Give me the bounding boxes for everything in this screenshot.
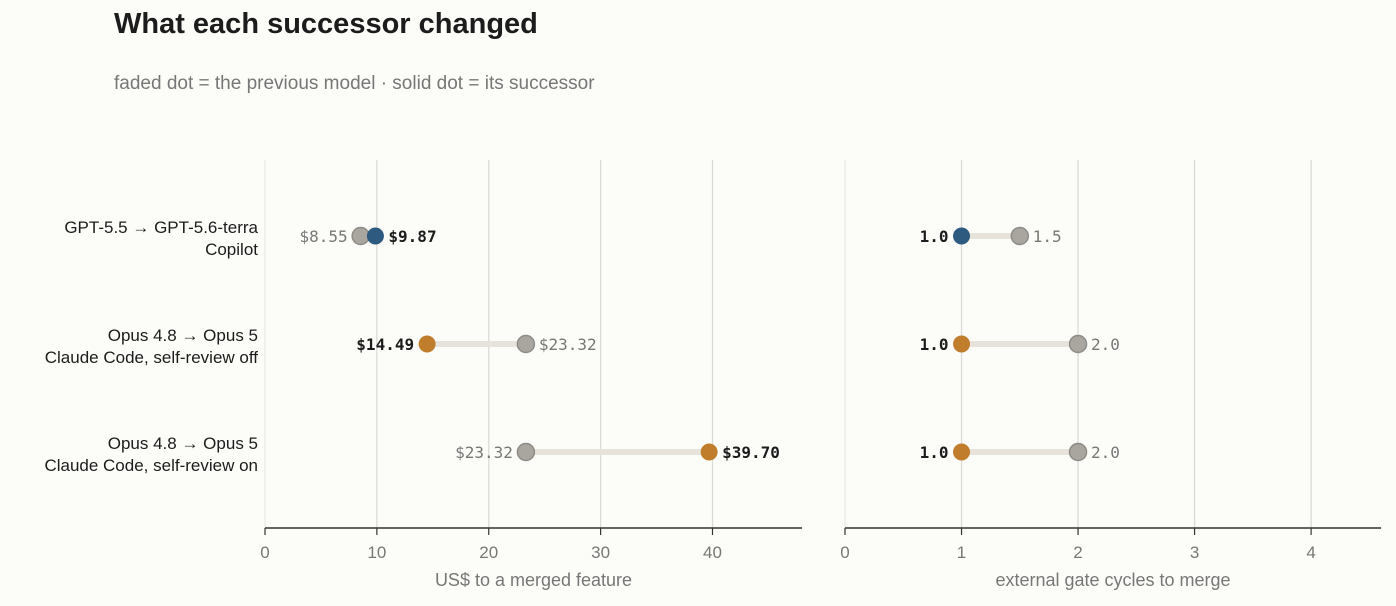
previous-value-label: 2.0 — [1091, 335, 1120, 354]
successor-value-label: 1.0 — [920, 227, 949, 246]
tick-label: 0 — [260, 543, 269, 562]
successor-dot — [418, 335, 436, 353]
successor-value-label: $14.49 — [356, 335, 414, 354]
successor-dot — [953, 443, 971, 461]
row-label-line1: GPT-5.5 → GPT-5.6-terra — [64, 218, 258, 237]
previous-dot — [1068, 442, 1088, 462]
tick-label: 40 — [703, 543, 722, 562]
previous-value-label: $23.32 — [539, 335, 597, 354]
previous-value-label: 2.0 — [1091, 443, 1120, 462]
previous-dot — [351, 226, 370, 246]
previous-value-label: 1.5 — [1033, 227, 1062, 246]
previous-dot — [516, 334, 536, 354]
previous-dot — [516, 442, 536, 462]
tick-label: 10 — [367, 543, 386, 562]
previous-dot — [1010, 226, 1030, 246]
tick-label: 20 — [479, 543, 498, 562]
tick-label: 4 — [1306, 543, 1315, 562]
successor-dot — [953, 227, 971, 245]
chart-title: What each successor changed — [114, 8, 538, 40]
row-label-line2: Claude Code, self-review off — [45, 348, 259, 367]
row-label-line2: Claude Code, self-review on — [44, 456, 258, 475]
successor-value-label: $39.70 — [722, 443, 780, 462]
tick-label: 1 — [957, 543, 966, 562]
row-label-line2: Copilot — [205, 240, 258, 259]
tick-label: 2 — [1073, 543, 1082, 562]
x-axis-title: external gate cycles to merge — [995, 570, 1230, 590]
successor-value-label: $9.87 — [388, 227, 436, 246]
tick-label: 30 — [591, 543, 610, 562]
row-label-line1: Opus 4.8 → Opus 5 — [108, 434, 258, 453]
successor-value-label: 1.0 — [920, 335, 949, 354]
successor-dot — [700, 443, 718, 461]
successor-value-label: 1.0 — [920, 443, 949, 462]
tick-label: 0 — [840, 543, 849, 562]
successor-dot — [366, 227, 384, 245]
previous-value-label: $23.32 — [455, 443, 513, 462]
tick-label: 3 — [1190, 543, 1199, 562]
previous-dot — [1068, 334, 1088, 354]
x-axis-title: US$ to a merged feature — [435, 570, 632, 590]
previous-value-label: $8.55 — [299, 227, 347, 246]
successor-dot — [953, 335, 971, 353]
row-label-line1: Opus 4.8 → Opus 5 — [108, 326, 258, 345]
chart-subtitle: faded dot = the previous model · solid d… — [114, 73, 595, 94]
